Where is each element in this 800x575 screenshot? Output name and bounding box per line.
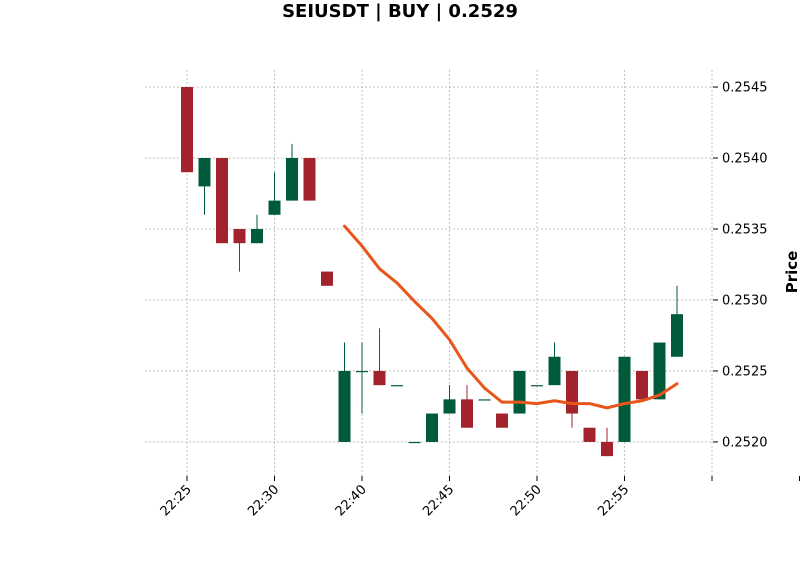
candle-body	[216, 158, 228, 244]
moving-average	[343, 224, 679, 410]
candle	[391, 385, 403, 387]
candle	[198, 158, 211, 215]
x-tick-label: 22:40	[333, 482, 370, 519]
y-tick-label: 0.2525	[722, 364, 768, 379]
ma-line	[343, 224, 679, 410]
candle	[671, 285, 683, 357]
candle	[531, 385, 543, 387]
candle-body	[373, 370, 386, 386]
candle	[181, 87, 193, 173]
candle-body	[303, 158, 316, 201]
candle-body	[671, 314, 683, 357]
candle	[636, 370, 648, 400]
x-tick-label: 22:45	[420, 482, 457, 519]
x-tick-label: 22:55	[595, 482, 632, 519]
y-tick-label: 0.2540	[722, 152, 768, 167]
candle	[373, 328, 386, 386]
candle	[443, 385, 456, 414]
candle-body	[338, 370, 351, 442]
candle	[338, 342, 351, 442]
candle-body	[461, 399, 473, 428]
candle-body	[356, 370, 368, 373]
candle-body	[496, 413, 508, 428]
x-tick-label: 22:30	[245, 482, 282, 519]
candle-body	[653, 342, 666, 400]
candle-body	[548, 356, 561, 386]
candle-body	[181, 87, 193, 173]
candle-body	[636, 370, 648, 400]
candle-body	[583, 427, 596, 442]
y-tick-label: 0.2530	[722, 293, 768, 308]
x-tick-label: 22:25	[158, 482, 195, 519]
candle-body	[513, 370, 526, 414]
candle	[601, 427, 613, 457]
candle-body	[566, 370, 578, 414]
candle-body	[531, 385, 543, 387]
y-tick-label: 0.2545	[722, 81, 768, 96]
candle	[653, 342, 666, 400]
candle	[286, 143, 298, 201]
candle	[426, 413, 438, 442]
candle-body	[321, 271, 333, 286]
y-tick-label: 0.2535	[722, 222, 768, 237]
candles	[181, 87, 683, 457]
candle	[496, 413, 508, 428]
candle-body	[601, 441, 613, 457]
candle-body	[408, 441, 421, 444]
candle	[461, 385, 473, 428]
candle	[408, 441, 421, 444]
candle	[321, 271, 333, 286]
candle-body	[198, 158, 211, 187]
candle	[251, 214, 263, 244]
y-tick-label: 0.2520	[722, 435, 768, 450]
candle	[566, 370, 578, 428]
candle	[618, 356, 631, 442]
candle	[268, 172, 281, 215]
candle-body	[426, 413, 438, 442]
candle-body	[251, 228, 263, 244]
candle-body	[286, 158, 298, 201]
candle	[583, 427, 596, 442]
candle	[513, 370, 526, 414]
candle	[478, 399, 491, 401]
candle-body	[233, 228, 246, 244]
candle	[303, 158, 316, 201]
x-tick-label: 22:50	[508, 482, 545, 519]
candle-body	[443, 399, 456, 414]
candle-body	[391, 385, 403, 387]
chart-title: SEIUSDT | BUY | 0.2529	[282, 1, 518, 22]
y-axis-label: Price	[783, 251, 800, 294]
candle	[356, 342, 368, 414]
axes: 0.2520 0.2525 0.2530 0.2535 0.2540 0.2545 22:2…	[158, 81, 800, 519]
candle-body	[268, 200, 281, 215]
grid-lines	[145, 70, 713, 476]
candle-body	[618, 356, 631, 442]
candle	[233, 228, 246, 272]
candle	[216, 158, 228, 244]
candle	[548, 342, 561, 386]
candle-body	[478, 399, 491, 401]
